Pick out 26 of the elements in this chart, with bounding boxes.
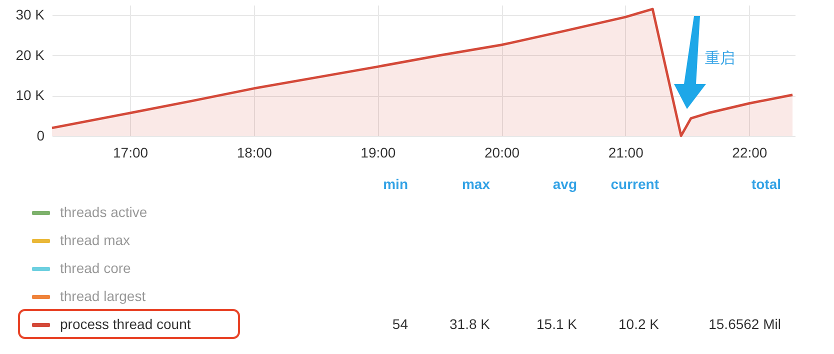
y-tick-label: 10 K — [16, 87, 46, 104]
y-tick-label: 20 K — [16, 46, 46, 63]
x-tick-label: 18:00 — [236, 144, 272, 160]
text: 31.8 K — [450, 316, 490, 332]
legend-label: process thread count — [60, 316, 191, 332]
text: 54 — [391, 316, 408, 332]
annotation: 重启 — [705, 49, 735, 68]
text: max — [462, 176, 490, 192]
text: 15.1 K — [536, 316, 577, 332]
legend-label: thread max — [60, 232, 130, 248]
text: total — [750, 176, 781, 192]
x-tick-label: 17:00 — [112, 144, 148, 160]
legend-label: thread largest — [60, 288, 146, 304]
x-tick-label: 20:00 — [484, 144, 520, 160]
x-tick-label: 19:00 — [360, 144, 396, 160]
text: 15.6562 Mil — [708, 316, 781, 332]
x-tick-label: 21:00 — [608, 144, 644, 160]
text: 10.2 K — [618, 316, 659, 332]
text: avg — [552, 176, 577, 192]
legend-label: thread core — [60, 260, 131, 276]
legend-label: threads active — [60, 204, 148, 220]
y-tick-label: 0 — [36, 128, 45, 144]
text: current — [610, 176, 659, 192]
text: min — [382, 176, 408, 192]
x-tick-label: 22:00 — [732, 144, 768, 160]
y-tick-label: 30 K — [16, 6, 46, 23]
